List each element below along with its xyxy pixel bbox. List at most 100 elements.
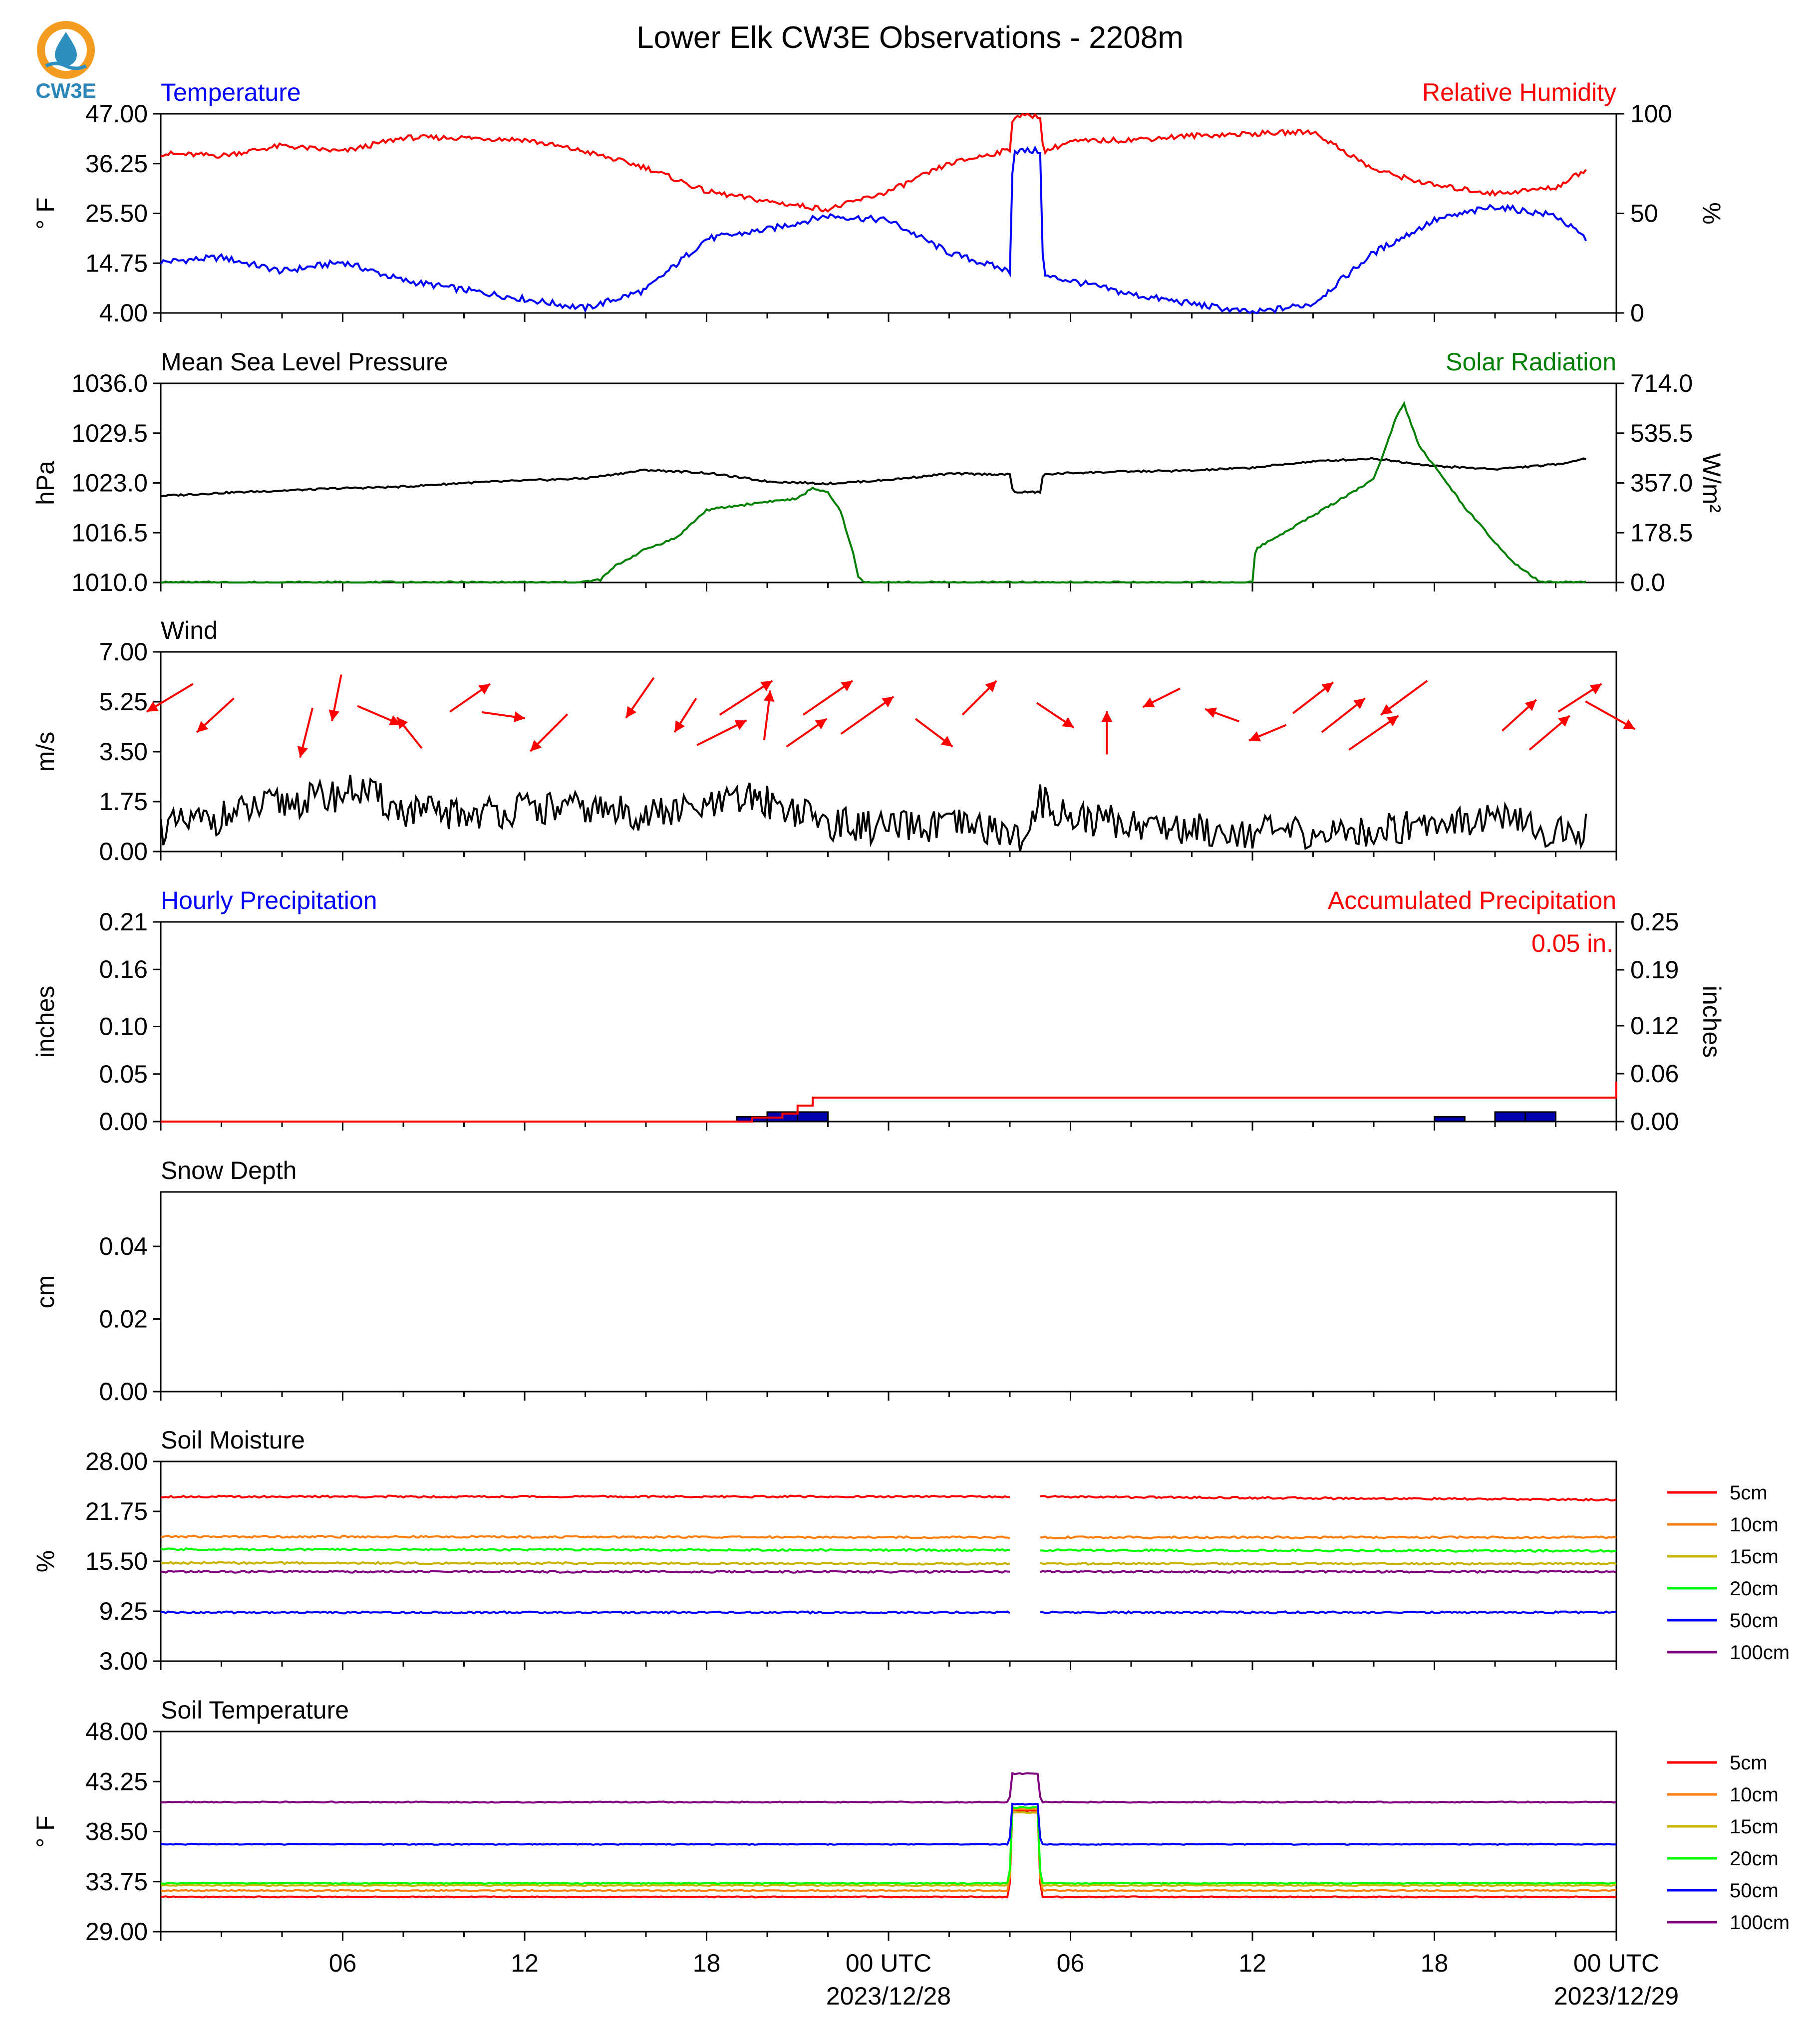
y-right-tick-label: 535.5 xyxy=(1630,419,1693,447)
legend-label: 5cm xyxy=(1730,1482,1768,1504)
panel-5: 3.00 9.25 15.50 21.75 28.00% Soil Moisture xyxy=(31,1426,1617,1675)
y-tick-label: 29.00 xyxy=(85,1918,148,1946)
wind-arrow-head xyxy=(841,680,853,691)
hourly-precip-bar xyxy=(1524,1111,1556,1123)
panel-title: Soil Moisture xyxy=(161,1426,305,1454)
y-right-tick-label: 0 xyxy=(1630,299,1644,327)
y-right-axis-label: W/m² xyxy=(1698,453,1726,513)
wind-arrow-head xyxy=(1143,697,1155,707)
logo-drop-icon xyxy=(55,32,77,66)
x-tick-label: 12 xyxy=(511,1949,539,1977)
legend-label: 15cm xyxy=(1730,1546,1779,1568)
wind-arrow-head xyxy=(985,680,997,692)
y-axis-label: ° F xyxy=(31,197,59,229)
y-tick-label: 0.16 xyxy=(99,955,148,983)
wind-arrow-head xyxy=(197,721,209,733)
x-tick-label: 00 UTC xyxy=(846,1949,931,1977)
x-tick-label: 18 xyxy=(1421,1949,1449,1977)
x-date-label: 2023/12/29 xyxy=(1554,1982,1679,2010)
panel-right-title: Solar Radiation xyxy=(1446,348,1616,376)
hourly-precip-bar xyxy=(797,1111,829,1123)
wind-arrow-head xyxy=(760,680,773,691)
y-tick-label: 1.75 xyxy=(99,788,148,816)
wind-arrow-head xyxy=(940,736,953,747)
y-tick-label: 1036.0 xyxy=(71,369,148,397)
panel-6: 29.00 33.75 38.50 43.25 48.00 ° F Soil Tempera… xyxy=(31,1696,1679,2010)
y-tick-label: 4.00 xyxy=(99,299,148,327)
wind-arrow-head xyxy=(815,719,827,730)
wind-arrow-head xyxy=(297,746,308,758)
wind-arrow-head xyxy=(146,701,159,712)
wind-arrow-head xyxy=(397,717,408,729)
legend-label: 10cm xyxy=(1730,1514,1779,1536)
soil-temperature-line xyxy=(160,1809,1617,1899)
soil-temperature-line xyxy=(160,1771,1617,1804)
soil-moisture-line xyxy=(160,1569,1010,1574)
y-tick-label: 0.21 xyxy=(99,908,148,936)
y-axis-label: m/s xyxy=(31,732,59,772)
legend-label: 20cm xyxy=(1730,1578,1779,1600)
wind-arrow-head xyxy=(1353,698,1365,709)
figure-title: Lower Elk CW3E Observations - 2208m xyxy=(636,20,1184,55)
x-tick-label: 00 UTC xyxy=(1573,1949,1659,1977)
panel-3: 0.00 0.05 0.10 0.16 0.21 0.00 0.06 0.12 0.19 0.25… xyxy=(31,886,1726,1136)
y-tick-label: 33.75 xyxy=(85,1868,148,1896)
soil-temperature-line xyxy=(160,1802,1617,1846)
wind-arrow-head xyxy=(674,720,685,733)
y-right-tick-label: 50 xyxy=(1630,200,1658,228)
accumulated-total-label: 0.05 in. xyxy=(1531,929,1613,957)
y-tick-label: 0.05 xyxy=(99,1060,148,1088)
wind-arrow-head xyxy=(530,740,542,752)
y-right-tick-label: 0.0 xyxy=(1630,569,1665,596)
legend-label: 100cm xyxy=(1730,1642,1790,1664)
legend-5: 5cm 10cm 15cm 20cm 50cm 100cm xyxy=(1667,1482,1790,1664)
soil-moisture-line xyxy=(1040,1561,1617,1566)
y-tick-label: 7.00 xyxy=(99,638,148,666)
y-tick-label: 9.25 xyxy=(99,1597,148,1625)
wind-arrow-head xyxy=(1249,731,1261,742)
wind-arrow-head xyxy=(882,696,894,708)
wind-arrow-head xyxy=(1062,717,1074,728)
soil-moisture-line xyxy=(160,1561,1010,1566)
y-tick-label: 0.00 xyxy=(99,838,148,866)
series-line-solar-radiation xyxy=(161,401,1586,584)
panel-title: Wind xyxy=(161,616,218,644)
panel-4: 0.00 0.02 0.04 cm Snow Depth xyxy=(31,1157,1617,1406)
panel-title: Temperature xyxy=(161,78,301,106)
legend-label: 10cm xyxy=(1730,1784,1779,1806)
panels-group: 4.00 14.75 25.50 36.25 47.00 0 50 100% ° F Temper… xyxy=(31,78,1790,2010)
y-right-tick-label: 0.12 xyxy=(1630,1012,1679,1040)
legend-6: 5cm 10cm 15cm 20cm 50cm 100cm xyxy=(1667,1752,1790,1934)
soil-moisture-line xyxy=(160,1494,1010,1499)
series-line-relative-humidity xyxy=(160,112,1587,213)
hourly-precip-bar xyxy=(1434,1116,1466,1123)
panel-title: Snow Depth xyxy=(161,1157,297,1184)
wind-arrow-head xyxy=(388,715,401,726)
x-tick-label: 06 xyxy=(329,1949,357,1977)
y-tick-label: 0.04 xyxy=(99,1232,148,1260)
accumulated-precip-line xyxy=(161,1082,1617,1123)
y-tick-label: 14.75 xyxy=(85,249,148,277)
soil-temperature-line xyxy=(160,1806,1616,1885)
y-right-tick-label: 0.00 xyxy=(1630,1108,1679,1136)
y-tick-label: 1010.0 xyxy=(71,569,148,596)
wind-arrow-head xyxy=(1381,704,1393,715)
y-right-tick-label: 357.0 xyxy=(1630,469,1693,497)
wind-arrow-head xyxy=(734,720,747,730)
y-right-axis-label: inches xyxy=(1698,986,1726,1058)
wind-arrow-head xyxy=(1524,700,1536,711)
y-axis-label: ° F xyxy=(31,1815,59,1847)
wind-arrow-head xyxy=(763,690,775,702)
soil-temperature-line xyxy=(161,1811,1617,1887)
logo-text: CW3E xyxy=(35,79,96,102)
y-axis-label: % xyxy=(31,1550,59,1572)
legend-label: 50cm xyxy=(1730,1610,1779,1632)
soil-moisture-line xyxy=(1040,1494,1617,1502)
panel-0: 4.00 14.75 25.50 36.25 47.00 0 50 100% ° F Temper… xyxy=(31,78,1726,327)
y-right-axis-label: % xyxy=(1698,202,1726,224)
wind-arrow-head xyxy=(478,684,490,695)
panel-right-title: Accumulated Precipitation xyxy=(1328,886,1616,914)
wind-arrow-head xyxy=(1589,684,1602,694)
y-tick-label: 47.00 xyxy=(85,100,148,128)
